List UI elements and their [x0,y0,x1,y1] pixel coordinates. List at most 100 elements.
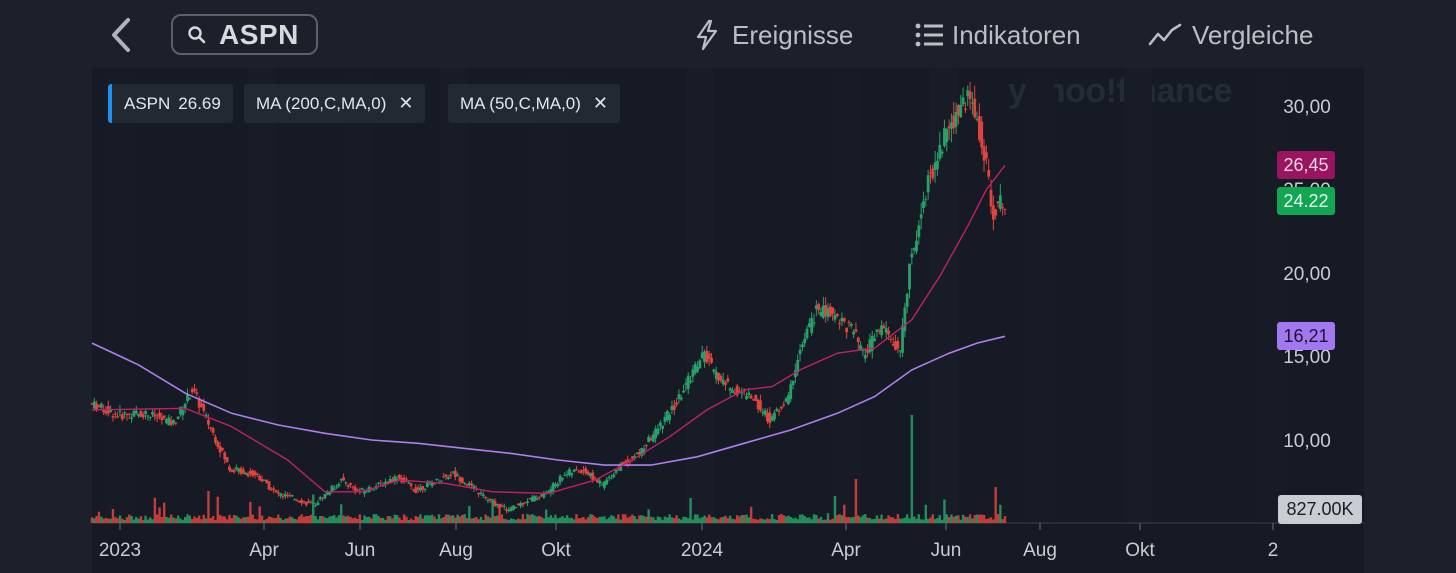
volume-bar [682,516,685,523]
candle-body [596,478,599,483]
candle-body [95,403,99,411]
x-tick-label: Aug [1023,540,1057,561]
candle-body [505,509,508,512]
volume-bar [598,516,601,523]
volume-bar [689,498,692,523]
candle-body [1001,207,1005,209]
volume-bar [156,514,159,523]
candle-body [195,392,199,395]
volume-bar [298,516,301,523]
close-icon[interactable]: ✕ [592,93,609,113]
candle-body [470,483,474,486]
candle-body [682,390,685,393]
volume-bar [747,517,751,523]
candle-body [959,104,963,118]
candle-body [898,350,902,352]
indicators-button[interactable]: Indikatoren [914,16,1081,54]
candle-body [526,501,529,504]
candle-body [516,503,520,506]
candle-body [283,494,287,497]
volume-bar [892,517,895,523]
volume-bar [181,519,185,523]
y-tick-label: 20,00 [1283,264,1331,285]
volume-bar [547,517,550,523]
volume-bar [556,518,560,523]
candle-body [773,412,776,420]
volume-bar [407,519,410,523]
candle-body [635,453,639,455]
volume-bar [179,518,182,523]
volume-bar [174,518,178,523]
volume-bar [214,519,217,523]
volume-bar [593,516,597,523]
volume-bar [372,514,376,523]
candle-body [528,497,532,499]
legend-ma200[interactable]: MA (200,C,MA,0) ✕ [244,84,426,123]
volume-bar [363,515,366,523]
candle-body [903,307,907,332]
volume-bar [305,516,308,523]
volume-bar [114,517,117,523]
candle-body [537,496,541,498]
candle-body [812,322,816,324]
candle-body [225,457,229,462]
candle-body [966,90,970,97]
candle-body [630,456,634,459]
volume-bar [416,516,420,523]
candle-body [656,428,660,435]
candle-body [938,144,942,159]
candle-body [940,151,944,154]
volume-bar [419,514,422,523]
volume-bar [603,516,606,523]
candle-body [393,476,397,482]
candle-body [363,490,366,494]
volume-bar [836,515,839,523]
volume-bar [116,518,119,523]
volume-bar [223,516,226,523]
close-icon[interactable]: ✕ [398,93,414,113]
candle-body [842,317,846,322]
candle-body [307,501,311,503]
candle-body [621,461,625,465]
search-input[interactable]: ASPN [171,14,318,55]
volume-bar [274,518,278,523]
volume-bar [659,517,662,523]
candle-body [495,503,499,506]
volume-bar [251,514,254,523]
candle-body [141,414,145,418]
candle-body [724,382,727,385]
volume-bar [139,516,143,523]
legend-ma50[interactable]: MA (50,C,MA,0) ✕ [448,84,621,123]
volume-bar [107,518,110,523]
volume-bar [377,515,380,523]
candle-body [866,348,869,353]
volume-bar [430,514,434,523]
back-button[interactable] [104,14,140,56]
volume-bar [992,519,995,523]
volume-bar [442,517,445,523]
candle-body [290,495,294,497]
legend-symbol[interactable]: ASPN 26.69 [108,84,233,123]
volume-bar [95,515,98,523]
candle-body [889,338,893,340]
compare-button[interactable]: Vergleiche [1148,16,1313,54]
volume-bar [535,516,539,523]
candle-body [509,507,513,512]
volume-bar [905,514,909,523]
candle-body [575,468,578,470]
volume-bar [964,516,967,523]
candle-body [386,481,390,483]
candle-body [728,388,732,391]
volume-bar [563,517,567,523]
candle-body [207,419,210,425]
volume-bar [607,517,611,523]
volume-bar [605,519,608,523]
candle-body [162,415,166,418]
events-button[interactable]: Ereignisse [694,16,853,54]
candle-body [868,339,872,352]
volume-bar [668,514,671,523]
top-bar: ASPN Ereignisse Indikatoren Vergleiche [0,0,1456,68]
candle-body [698,360,702,369]
candle-body [183,403,187,409]
